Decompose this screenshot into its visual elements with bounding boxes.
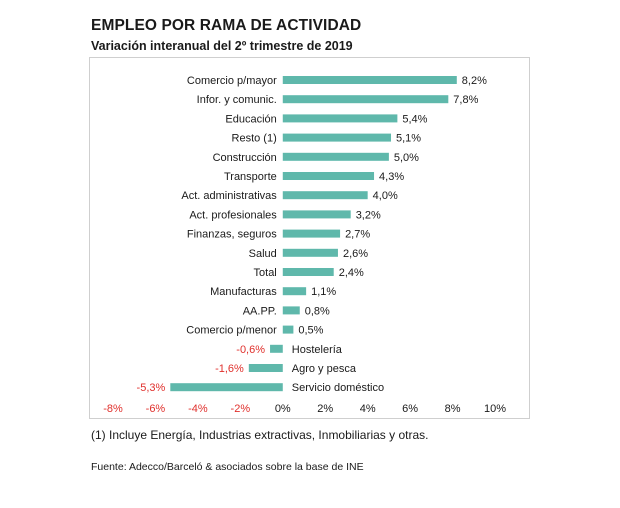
- category-label: Educación: [225, 113, 276, 125]
- value-label: -0,6%: [236, 344, 265, 356]
- x-tick-label: -6%: [146, 403, 166, 415]
- x-tick-label: 2%: [317, 403, 333, 415]
- category-label: Infor. y comunic.: [197, 94, 277, 106]
- value-label: 2,7%: [345, 229, 370, 241]
- category-label: Act. administrativas: [181, 190, 277, 202]
- value-label: 1,1%: [311, 286, 336, 298]
- category-label: Salud: [249, 248, 277, 260]
- bar: [282, 268, 334, 276]
- category-label: Servicio doméstico: [292, 382, 384, 394]
- value-label: 4,0%: [373, 190, 398, 202]
- category-label: AA.PP.: [243, 305, 277, 317]
- value-label: 4,3%: [379, 171, 404, 183]
- value-label: 5,1%: [396, 133, 421, 145]
- value-label: 8,2%: [462, 75, 487, 87]
- value-label: -1,6%: [215, 363, 244, 375]
- x-tick-label: 10%: [484, 403, 506, 415]
- x-tick-label: 4%: [360, 403, 376, 415]
- value-label: 5,0%: [394, 152, 419, 164]
- category-label: Finanzas, seguros: [187, 229, 277, 241]
- bar: [282, 325, 294, 334]
- category-label: Hostelería: [292, 344, 343, 356]
- category-label: Comercio p/menor: [186, 325, 277, 337]
- bar: [282, 306, 300, 315]
- value-label: 2,4%: [339, 267, 364, 279]
- value-label: 0,8%: [305, 305, 330, 317]
- x-tick-label: -8%: [103, 403, 123, 415]
- value-label: 5,4%: [402, 113, 427, 125]
- x-tick-label: 0%: [275, 403, 291, 415]
- value-label: 7,8%: [453, 94, 478, 106]
- bar: [270, 344, 283, 353]
- category-label: Agro y pesca: [292, 363, 357, 375]
- bar: [282, 76, 457, 84]
- bar: [282, 95, 449, 104]
- bar: [282, 133, 392, 142]
- bar: [282, 191, 368, 200]
- footnote: (1) Incluye Energía, Industrias extracti…: [91, 428, 429, 442]
- x-tick-label: -4%: [188, 403, 208, 415]
- bar: [282, 248, 338, 257]
- x-tick-label: 6%: [402, 403, 418, 415]
- category-label: Act. profesionales: [189, 209, 277, 221]
- bar: [282, 229, 341, 238]
- category-label: Total: [254, 267, 277, 279]
- chart-frame: [89, 57, 530, 419]
- chart-subtitle: Variación interanual del 2º trimestre de…: [91, 39, 353, 53]
- bar: [282, 152, 389, 161]
- value-label: 3,2%: [356, 209, 381, 221]
- category-label: Construcción: [213, 152, 277, 164]
- value-label: 2,6%: [343, 248, 368, 260]
- category-label: Manufacturas: [210, 286, 277, 298]
- value-label: -5,3%: [137, 382, 166, 394]
- chart-title: EMPLEO POR RAMA DE ACTIVIDAD: [91, 17, 362, 34]
- source-note: Fuente: Adecco/Barceló & asociados sobre…: [91, 461, 364, 473]
- category-label: Comercio p/mayor: [187, 75, 277, 87]
- bar: [282, 114, 398, 123]
- bar: [282, 210, 351, 219]
- category-label: Resto (1): [232, 133, 277, 145]
- x-tick-label: -2%: [231, 403, 251, 415]
- bar: [170, 383, 283, 392]
- bar: [282, 287, 307, 296]
- bar: [248, 364, 283, 372]
- bar: [282, 172, 375, 180]
- value-label: 0,5%: [298, 325, 323, 337]
- category-label: Transporte: [224, 171, 277, 183]
- x-tick-label: 8%: [445, 403, 461, 415]
